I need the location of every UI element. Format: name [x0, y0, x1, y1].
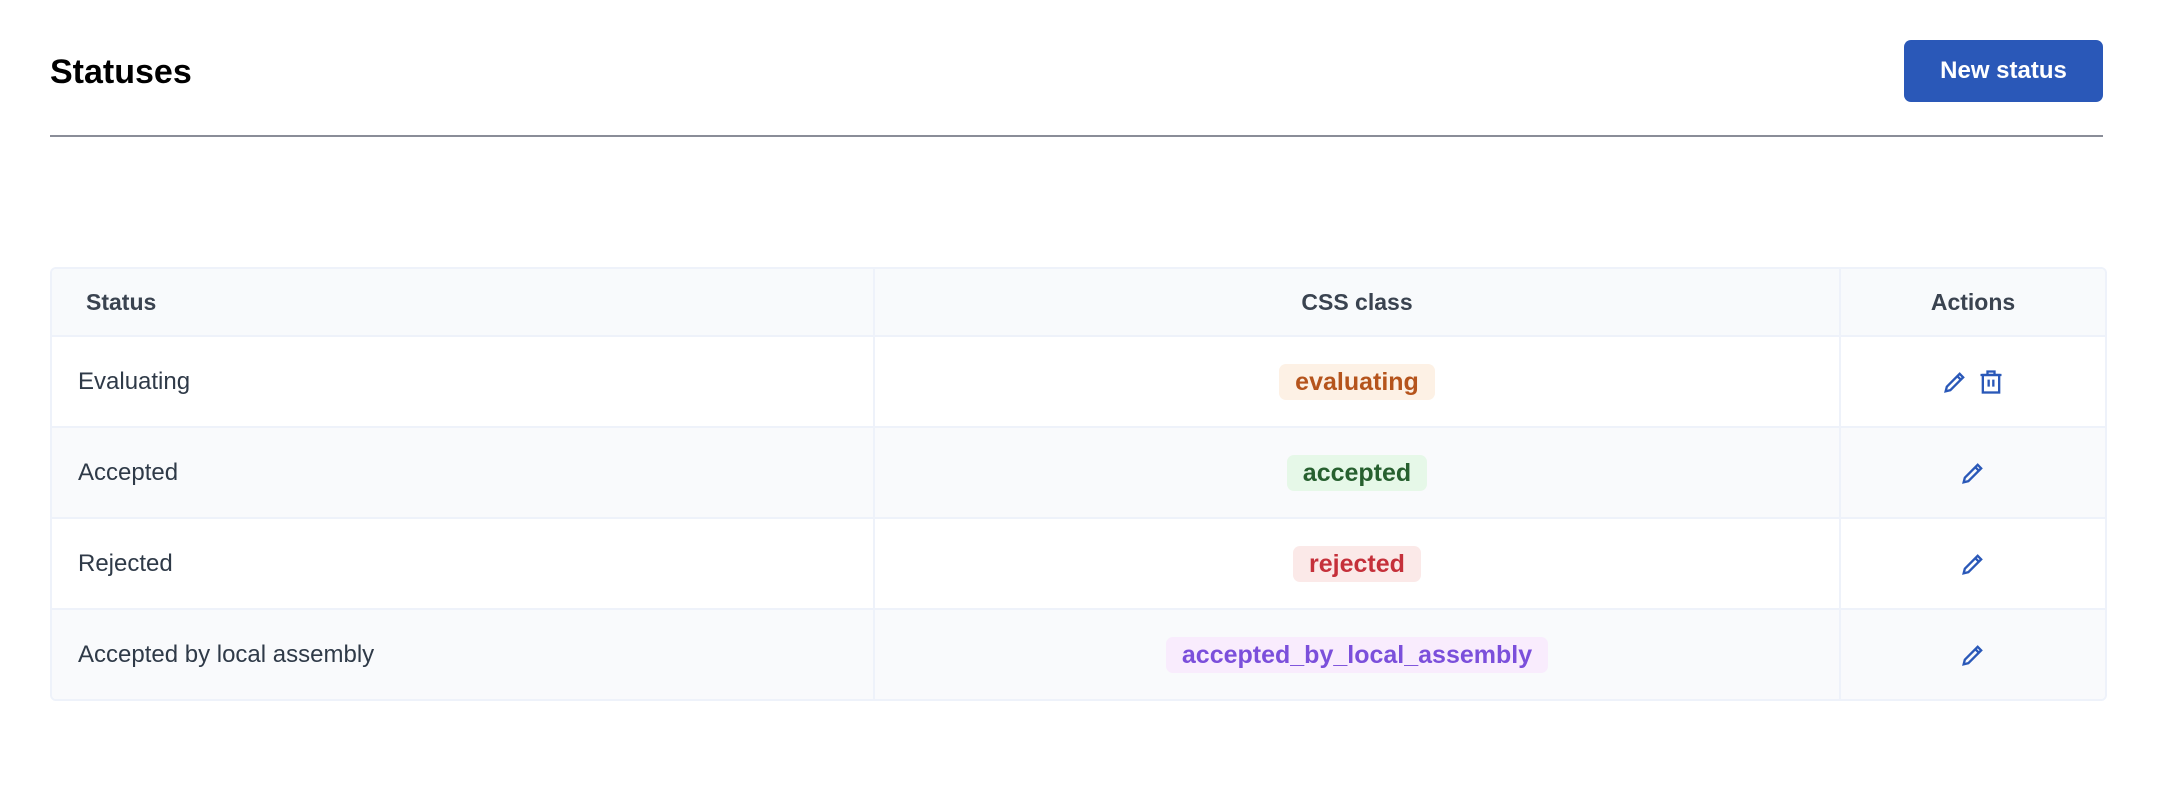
pencil-icon[interactable]	[1959, 641, 1987, 669]
table-header-row: Status CSS class Actions	[52, 269, 2105, 337]
table-row: Accepted accepted	[52, 427, 2105, 519]
status-name: Accepted by local assembly	[52, 609, 875, 699]
pencil-icon[interactable]	[1959, 459, 1987, 487]
page-title: Statuses	[50, 53, 192, 91]
css-class-badge: rejected	[1293, 545, 1421, 582]
statuses-table: Status CSS class Actions Evaluating eval…	[50, 267, 2107, 701]
pencil-icon[interactable]	[1959, 550, 1987, 578]
column-header-css-class: CSS class	[874, 269, 1841, 337]
actions-cell	[1840, 336, 2105, 428]
actions-cell	[1840, 609, 2105, 699]
css-class-badge: evaluating	[1279, 363, 1435, 400]
actions-cell	[1840, 518, 2105, 610]
column-header-actions: Actions	[1840, 269, 2105, 337]
status-name: Rejected	[52, 518, 875, 610]
css-class-badge: accepted	[1286, 454, 1428, 491]
trash-icon[interactable]	[1977, 368, 2005, 396]
css-class-cell: accepted	[874, 427, 1841, 519]
css-class-cell: evaluating	[874, 336, 1841, 428]
actions-cell	[1840, 427, 2105, 519]
new-status-button[interactable]: New status	[1904, 40, 2103, 102]
header-divider	[50, 135, 2103, 137]
pencil-icon[interactable]	[1941, 368, 1969, 396]
status-name: Accepted	[52, 427, 875, 519]
status-name: Evaluating	[52, 336, 875, 428]
table-row: Rejected rejected	[52, 518, 2105, 610]
table-row: Evaluating evaluating	[52, 336, 2105, 428]
table-row: Accepted by local assembly accepted_by_l…	[52, 609, 2105, 699]
css-class-cell: rejected	[874, 518, 1841, 610]
column-header-status: Status	[52, 269, 875, 337]
css-class-cell: accepted_by_local_assembly	[874, 609, 1841, 699]
css-class-badge: accepted_by_local_assembly	[1165, 636, 1549, 673]
